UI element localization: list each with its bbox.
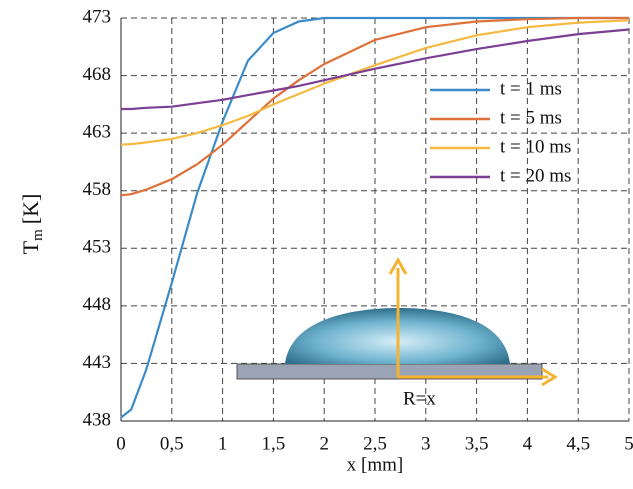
legend-label: t = 20 ms xyxy=(500,165,571,186)
y-tick-label: 473 xyxy=(83,6,112,27)
y-axis-label: Tm [K] xyxy=(18,194,46,255)
y-tick-label: 453 xyxy=(83,237,112,258)
annotation: R=x xyxy=(403,388,436,409)
x-tick-label: 3,5 xyxy=(465,433,489,454)
y-label-main: T xyxy=(18,240,43,254)
legend-label: t = 10 ms xyxy=(500,136,571,157)
series-line xyxy=(120,16,629,197)
series-line xyxy=(120,16,629,419)
y-tick-label: 468 xyxy=(83,64,112,85)
x-tick-label: 0 xyxy=(116,433,126,454)
inset-illustration: R=x xyxy=(236,256,558,409)
legend-label: t = 1 ms xyxy=(500,78,562,99)
legend-label: t = 5 ms xyxy=(500,107,562,128)
series-line xyxy=(121,28,630,111)
y-tick-label: 443 xyxy=(83,352,112,373)
y-tick-label: 463 xyxy=(83,122,112,143)
x-tick-label: 0,5 xyxy=(160,433,184,454)
y-label-unit: [K] xyxy=(18,194,43,225)
x-tick-label: 1,5 xyxy=(262,433,286,454)
x-tick-label: 4 xyxy=(523,433,533,454)
x-tick-label: 1 xyxy=(218,433,228,454)
arrow-head xyxy=(388,256,408,275)
series-line xyxy=(120,19,630,146)
y-tick-label: 458 xyxy=(83,179,112,200)
x-axis-label: x [mm] xyxy=(347,454,403,475)
x-tick-label: 4,5 xyxy=(566,433,590,454)
y-label-sub: m xyxy=(30,229,46,241)
y-tick-label: 438 xyxy=(83,409,112,430)
x-tick-label: 3 xyxy=(421,433,431,454)
x-tick-label: 2,5 xyxy=(363,433,387,454)
x-tick-label: 2 xyxy=(319,433,329,454)
x-tick-label: 5 xyxy=(624,433,633,454)
y-tick-label: 448 xyxy=(83,294,112,315)
arrow-head xyxy=(541,367,558,387)
